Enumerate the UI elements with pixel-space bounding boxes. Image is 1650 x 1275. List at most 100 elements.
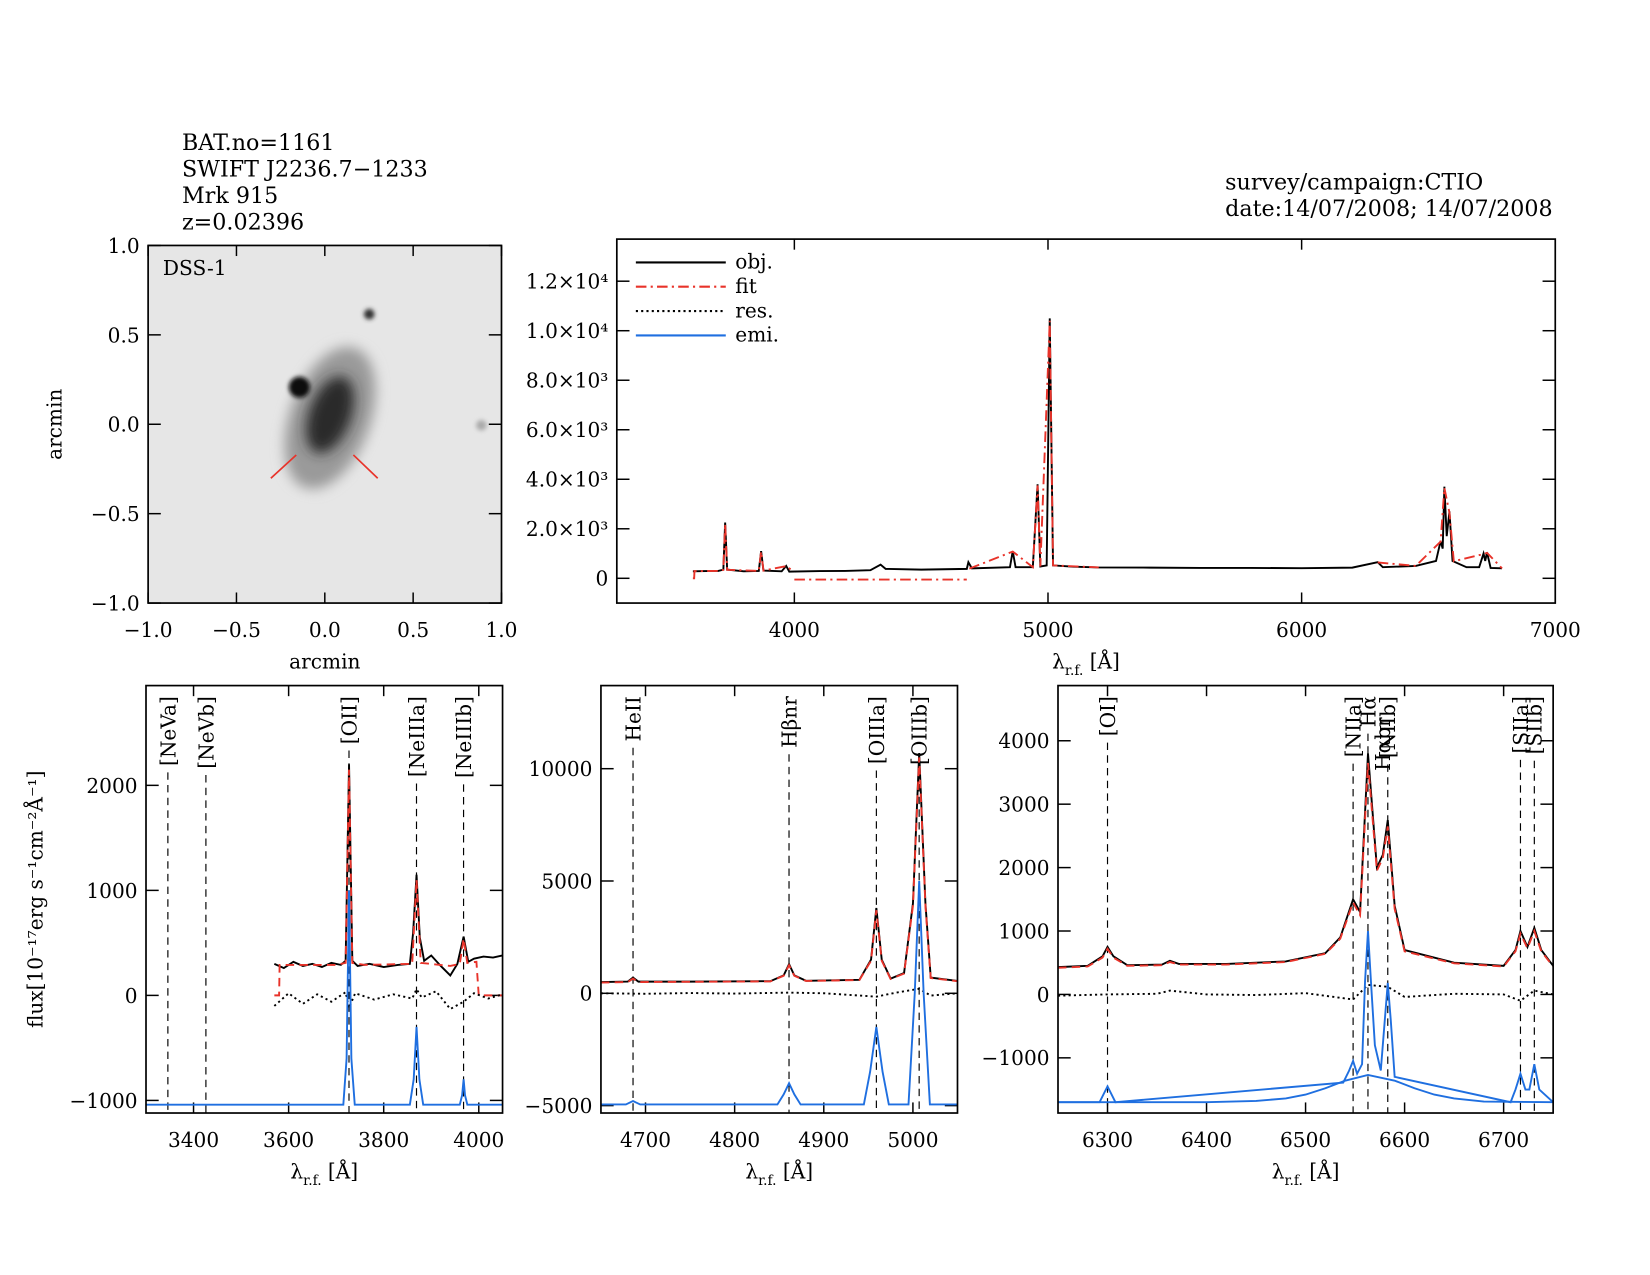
axes-frame	[1057, 684, 1554, 1114]
x-tick-label: 6600	[1379, 1128, 1430, 1152]
marker	[270, 454, 297, 479]
series-line	[273, 764, 503, 978]
y-tick-label: 10000	[529, 757, 593, 781]
series-line	[274, 769, 503, 997]
star	[363, 308, 375, 320]
x-tick-label: 1.0	[486, 618, 518, 642]
x-axis-label: arcmin	[289, 650, 360, 674]
x-axis-unit: [Å]	[1309, 1159, 1339, 1184]
y-tick-label: 0	[580, 982, 593, 1006]
galaxy-core	[305, 376, 355, 454]
sky-image	[148, 245, 502, 604]
y-tick-label: 3000	[998, 793, 1049, 817]
star	[476, 420, 487, 431]
x-axis-label: λr.f. [Å]	[1052, 649, 1120, 679]
y-tick-label: 2000	[86, 774, 137, 798]
legend-label: res.	[735, 298, 773, 322]
y-tick-label: 0	[125, 984, 138, 1008]
image-label: DSS-1	[163, 256, 227, 280]
y-tick-label: −1000	[70, 1089, 138, 1113]
line-label: [SIIb]	[1523, 696, 1547, 754]
x-tick-label: 6400	[1181, 1128, 1232, 1152]
x-axis-label: λr.f. [Å]	[1272, 1159, 1340, 1189]
series-line	[600, 880, 958, 1106]
series-line	[273, 987, 503, 1012]
y-tick-label: 8.0×10³	[526, 369, 608, 393]
x-tick-label: 3600	[263, 1128, 314, 1152]
panel: −1.0 −0.5 0.0 0.5 1.0 −1.0 −0.5 0.0 0.5 1.0 arcmin…	[42, 234, 517, 674]
x-tick-label: −0.5	[212, 618, 261, 642]
axes-frame	[615, 238, 1557, 604]
y-tick-label: 0.0	[108, 413, 140, 437]
panel: 3400 3600 3800 4000 −1000 0 1000 2000 λr.f. [Å] fl…	[22, 684, 504, 1189]
y-tick-label: 2.0×10³	[526, 517, 608, 541]
x-tick-label: 6500	[1280, 1128, 1331, 1152]
x-axis-sub: r.f.	[1284, 1173, 1302, 1189]
x-tick-label: 4000	[769, 618, 820, 642]
x-axis-symbol: λ	[1272, 1160, 1285, 1184]
y-tick-label: 1.0×10⁴	[526, 319, 608, 343]
line-label: HeII	[621, 696, 645, 741]
x-axis-unit: [Å]	[1090, 649, 1120, 674]
y-tick-label: 0.5	[108, 323, 140, 347]
x-axis-label: λr.f. [Å]	[745, 1159, 813, 1189]
line-label: [NeVa]	[156, 696, 180, 766]
series-line	[146, 890, 503, 1106]
panel: 4000 5000 6000 7000 0 2.0×10³ 4.0×10³ 6.0×10³ 8.…	[526, 238, 1581, 679]
header-line: z=0.02396	[182, 210, 304, 236]
y-tick-label: 1.2×10⁴	[526, 270, 608, 294]
y-tick-label: 1000	[86, 879, 137, 903]
line-label: Hα	[1356, 696, 1380, 728]
x-axis-symbol: λ	[1052, 650, 1065, 674]
x-axis-unit: [Å]	[783, 1159, 813, 1184]
axes-frame	[145, 684, 504, 1114]
header: BAT.no=1161 SWIFT J2236.7−1233 Mrk 915 z…	[182, 130, 1553, 235]
y-tick-label: 0	[1037, 983, 1050, 1007]
line-label: [NeIIIb]	[452, 696, 476, 778]
y-tick-label: −1000	[982, 1046, 1050, 1070]
y-tick-label: 6.0×10³	[526, 418, 608, 442]
line-label: Hαbr	[1371, 717, 1395, 771]
y-tick-label: 5000	[541, 869, 592, 893]
x-tick-label: 4000	[453, 1128, 504, 1152]
series-line	[1057, 983, 1554, 1002]
header-line: BAT.no=1161	[182, 130, 335, 156]
figure-body: BAT.no=1161 SWIFT J2236.7−1233 Mrk 915 z…	[22, 130, 1581, 1189]
x-tick-label: 3800	[358, 1128, 409, 1152]
x-tick-label: 7000	[1530, 618, 1581, 642]
x-axis-symbol: λ	[745, 1160, 758, 1184]
star	[288, 376, 310, 398]
legend-label: emi.	[735, 323, 779, 347]
header-line: Mrk 915	[182, 183, 278, 209]
x-tick-label: 3400	[168, 1128, 219, 1152]
line-label: [SIIa]	[1509, 696, 1533, 753]
x-tick-label: 6300	[1082, 1128, 1133, 1152]
header-line: survey/campaign:CTIO	[1225, 169, 1483, 195]
y-tick-label: 1000	[998, 919, 1049, 943]
y-tick-label: 4000	[998, 729, 1049, 753]
line-label: [OIIIa]	[865, 696, 889, 764]
y-axis-label: arcmin	[42, 389, 66, 460]
x-tick-label: 4800	[709, 1128, 760, 1152]
series-line	[600, 752, 958, 983]
header-line: date:14/07/2008; 14/07/2008	[1225, 196, 1552, 222]
panel: 4700 4800 4900 5000 −5000 0 5000 10000 λr.f. [Å] H…	[524, 684, 959, 1189]
x-axis-unit: [Å]	[328, 1159, 358, 1184]
y-tick-label: 4.0×10³	[526, 468, 608, 492]
y-tick-label: −1.0	[91, 591, 140, 615]
axes-frame	[147, 244, 503, 604]
axes-frame	[600, 684, 959, 1114]
y-tick-label: −0.5	[91, 502, 140, 526]
x-axis-symbol: λ	[290, 1160, 303, 1184]
y-tick-label: −5000	[524, 1094, 592, 1118]
legend-label: fit	[735, 274, 756, 298]
x-tick-label: 6700	[1478, 1128, 1529, 1152]
line-label: [NeIIIa]	[405, 696, 429, 777]
x-tick-label: 4900	[798, 1128, 849, 1152]
y-tick-label: 2000	[998, 856, 1049, 880]
series-line	[1057, 753, 1554, 969]
legend-label: obj.	[735, 250, 773, 274]
x-tick-label: 5000	[887, 1128, 938, 1152]
series-line	[692, 318, 1503, 573]
